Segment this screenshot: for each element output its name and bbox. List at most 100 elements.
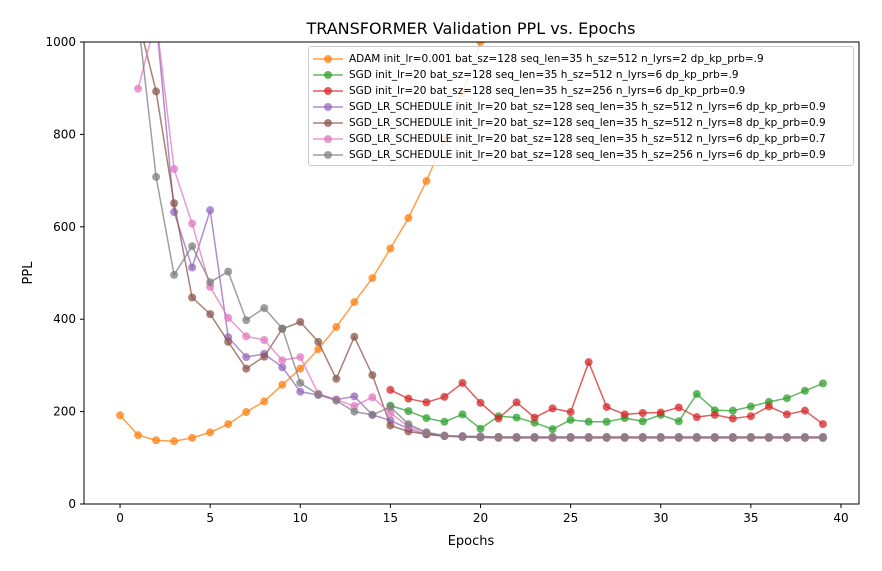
data-point [296,387,305,396]
data-point [764,402,773,411]
data-point [692,413,701,422]
data-point [134,15,142,23]
data-point [692,433,701,442]
data-point [116,411,125,420]
legend-item: SGD init_lr=20 bat_sz=128 seq_len=35 h_s… [309,67,853,83]
data-point [314,337,323,346]
data-point [818,379,827,388]
data-point [188,263,197,272]
data-point [296,317,305,326]
x-axis-label: Epochs [448,534,495,549]
data-point [602,417,611,426]
data-point [260,304,269,313]
data-point [440,417,449,426]
data-point [674,403,683,412]
legend-item: SGD_LR_SCHEDULE init_lr=20 bat_sz=128 se… [309,115,853,131]
data-point [278,363,287,372]
data-point [350,298,359,307]
legend-item: SGD init_lr=20 bat_sz=128 seq_len=35 h_s… [309,83,853,99]
data-point [350,332,359,341]
data-point [548,425,557,434]
data-point [692,390,701,399]
data-point [746,402,755,411]
data-point [458,432,467,441]
y-tick-label: 600 [53,220,76,234]
y-axis-label: PPL [21,261,36,285]
data-point [188,433,197,442]
data-point [746,412,755,421]
data-point [368,371,377,380]
data-point [674,417,683,426]
data-point [494,414,503,423]
legend-swatch [313,151,343,159]
data-point [476,424,485,433]
data-point [278,356,287,365]
data-point [800,433,809,442]
x-tick-label: 40 [833,511,848,525]
data-point [512,413,521,422]
data-point [368,274,377,283]
data-point [782,410,791,419]
data-point [152,172,161,181]
y-tick-label: 800 [53,127,76,141]
legend-item: SGD_LR_SCHEDULE init_lr=20 bat_sz=128 se… [309,147,853,163]
data-point [566,433,575,442]
data-point [548,404,557,413]
data-point [620,433,629,442]
legend-item: ADAM init_lr=0.001 bat_sz=128 seq_len=35… [309,51,853,67]
data-point [530,433,539,442]
data-point [818,420,827,429]
series-line [390,360,824,425]
y-tick-label: 200 [53,405,76,419]
data-point [152,87,161,96]
data-point [242,353,251,362]
data-point [404,407,413,416]
data-point [638,417,647,426]
data-point [260,352,269,361]
data-point [350,407,359,416]
data-point [368,410,377,419]
legend-label: ADAM init_lr=0.001 bat_sz=128 seq_len=35… [349,53,764,65]
data-point [566,415,575,424]
data-point [728,414,737,423]
data-point [152,15,160,23]
y-axis: 0 200 400 600 800 1000 [45,35,84,511]
data-point [530,413,539,422]
data-point [386,402,395,411]
data-point [422,414,431,423]
legend-swatch [313,55,343,63]
data-point [134,84,143,93]
chart-title: TRANSFORMER Validation PPL vs. Epochs [305,19,635,38]
data-point [422,398,431,407]
data-point [224,420,233,429]
data-point [476,42,485,46]
data-point [332,374,341,383]
data-point [296,364,305,373]
data-point [278,380,287,389]
data-point [224,267,233,276]
data-point [242,364,251,373]
data-point [584,417,593,426]
y-tick-label: 0 [68,497,76,511]
x-tick-label: 35 [743,511,758,525]
x-tick-label: 25 [563,511,578,525]
data-point [332,396,341,405]
data-point [422,428,431,437]
plot-frame [83,41,860,505]
data-point [332,323,341,332]
data-point [134,431,143,440]
data-point [494,433,503,442]
data-point [620,410,629,419]
data-point [188,293,197,302]
data-point [386,385,395,394]
legend-label: SGD init_lr=20 bat_sz=128 seq_len=35 h_s… [349,85,746,97]
data-point [728,433,737,442]
data-point [818,433,827,442]
data-point [728,406,737,415]
data-point [404,214,413,223]
data-point [566,408,575,417]
data-point [206,428,215,437]
data-point [710,433,719,442]
